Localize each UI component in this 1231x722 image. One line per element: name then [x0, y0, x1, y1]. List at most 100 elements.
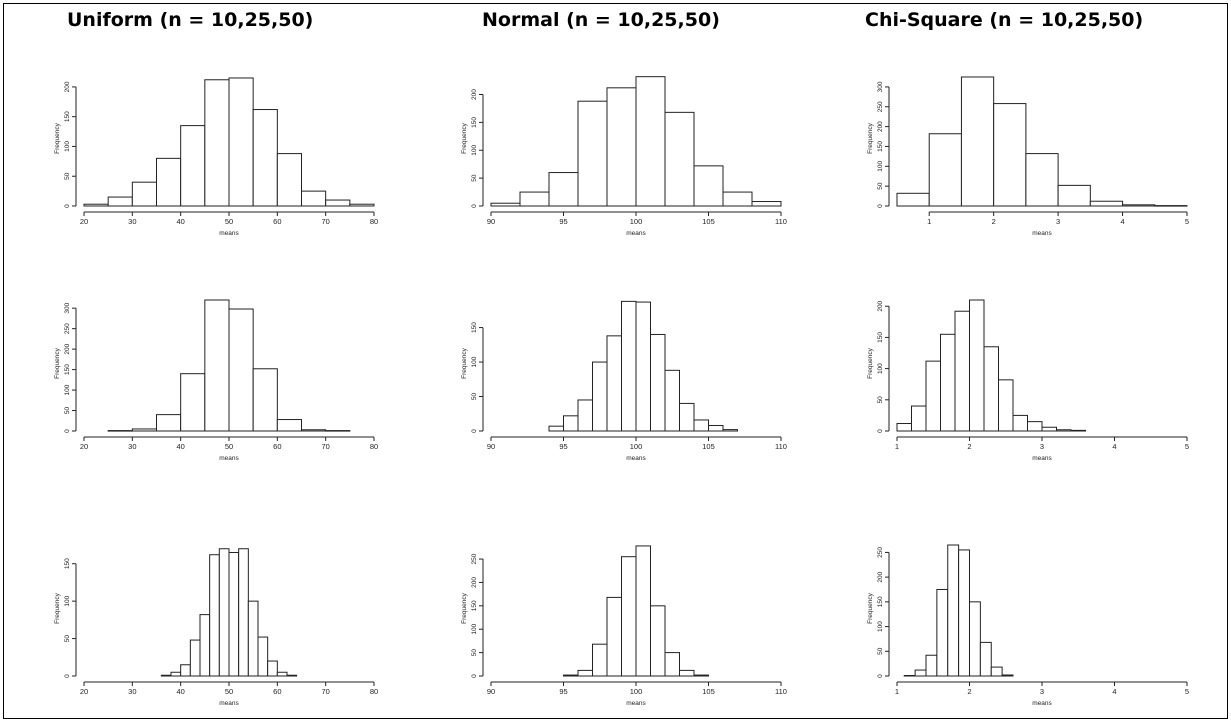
x-tick-label-chi-square-n10: 2: [992, 217, 996, 226]
hist-bar-uniform-n10: [131, 181, 157, 207]
x-tick-label-uniform-n50: 20: [80, 687, 88, 696]
y-tick-label-uniform-n10: 50: [64, 172, 71, 180]
hist-bar-chi-square-n10: [1122, 204, 1156, 207]
hist-bar-normal-n50: [650, 605, 666, 677]
y-tick-label-chi-square-n25: 100: [877, 363, 884, 374]
hist-bar-chi-square-n10: [928, 133, 962, 207]
hist-bar-normal-n25: [548, 425, 564, 432]
x-tick-label-normal-n50: 90: [487, 687, 495, 696]
hist-bar-uniform-n50: [209, 554, 220, 677]
hist-bar-chi-square-n25: [896, 423, 912, 432]
hist-bar-uniform-n10: [252, 109, 278, 207]
y-tick-label-normal-n50: 200: [471, 577, 478, 588]
hist-bar-uniform-n10: [180, 125, 206, 207]
x-tick-label-uniform-n10: 70: [321, 217, 329, 226]
y-axis-label-uniform-n25: Frequency: [54, 347, 61, 378]
hist-bar-chi-square-n50: [990, 666, 1003, 677]
hist-bar-chi-square-n10: [993, 103, 1027, 207]
hist-bar-uniform-n10: [204, 79, 230, 207]
hist-bar-chi-square-n50: [925, 654, 938, 677]
hist-bar-normal-n50: [621, 556, 637, 677]
y-axis-label-chi-square-n50: Frequency: [867, 592, 874, 623]
x-tick-label-uniform-n25: 50: [225, 442, 233, 451]
x-tick-label-uniform-n50: 30: [128, 687, 136, 696]
hist-bar-uniform-n50: [180, 664, 191, 677]
x-tick-label-uniform-n50: 80: [370, 687, 378, 696]
x-axis-label-uniform-n25: means: [219, 455, 239, 462]
y-tick-label-uniform-n50: 150: [64, 558, 71, 569]
x-tick-label-chi-square-n50: 2: [967, 687, 971, 696]
y-tick-label-uniform-n10: 100: [64, 141, 71, 152]
hist-bar-normal-n25: [708, 424, 724, 432]
x-tick-label-normal-n50: 95: [559, 687, 567, 696]
y-tick-label-chi-square-n10: 300: [877, 81, 884, 92]
x-axis-label-uniform-n50: means: [219, 700, 239, 707]
y-tick-label-uniform-n10: 150: [64, 111, 71, 122]
y-tick-label-normal-n10: 200: [471, 89, 478, 100]
hist-bar-uniform-n50: [189, 639, 201, 677]
y-tick-label-normal-n10: 0: [471, 204, 478, 208]
hist-bar-uniform-n50: [218, 548, 230, 677]
hist-bar-chi-square-n50: [914, 669, 927, 677]
title-normal: Normal (n = 10,25,50): [482, 9, 720, 31]
hist-bar-uniform-n25: [252, 368, 278, 432]
hist-bar-normal-n50: [577, 669, 593, 677]
x-tick-label-normal-n10: 90: [487, 217, 495, 226]
y-tick-label-chi-square-n50: 200: [877, 571, 884, 582]
x-tick-label-chi-square-n25: 4: [1112, 442, 1116, 451]
x-tick-label-normal-n10: 105: [702, 217, 715, 226]
hist-bar-normal-n25: [722, 429, 738, 432]
hist-bar-normal-n10: [490, 202, 521, 207]
hist-bar-chi-square-n10: [960, 76, 995, 207]
hist-bar-uniform-n50: [247, 600, 259, 677]
hist-bar-normal-n10: [519, 191, 550, 207]
y-tick-label-chi-square-n50: 250: [877, 547, 884, 558]
x-axis-label-normal-n10: means: [626, 230, 646, 237]
hist-bar-chi-square-n25: [983, 346, 999, 432]
x-tick-label-uniform-n10: 50: [225, 217, 233, 226]
hist-bar-normal-n50: [563, 674, 579, 677]
y-tick-label-normal-n50: 50: [471, 649, 478, 657]
x-tick-label-uniform-n25: 30: [128, 442, 136, 451]
x-tick-label-chi-square-n10: 3: [1056, 217, 1060, 226]
hist-bar-uniform-n50: [267, 660, 278, 677]
x-tick-label-uniform-n25: 70: [321, 442, 329, 451]
x-tick-label-uniform-n50: 50: [225, 687, 233, 696]
hist-bar-uniform-n10: [156, 157, 182, 207]
hist-bar-chi-square-n50: [936, 588, 949, 677]
x-tick-label-chi-square-n10: 5: [1185, 217, 1189, 226]
x-tick-label-uniform-n50: 70: [321, 687, 329, 696]
hist-bar-uniform-n25: [131, 428, 157, 432]
hist-bar-normal-n25: [664, 369, 680, 432]
hist-bar-normal-n10: [722, 191, 753, 207]
x-tick-label-chi-square-n25: 5: [1185, 442, 1189, 451]
hist-bar-normal-n10: [751, 201, 782, 207]
hist-bar-uniform-n10: [276, 153, 303, 207]
hist-bar-chi-square-n25: [911, 405, 927, 432]
y-tick-label-uniform-n50: 50: [64, 635, 71, 643]
y-axis-label-normal-n10: Frequency: [461, 122, 468, 153]
hist-bar-normal-n10: [664, 111, 695, 207]
y-tick-label-uniform-n25: 100: [64, 384, 71, 395]
y-tick-label-uniform-n25: 300: [64, 302, 71, 313]
x-tick-label-uniform-n25: 80: [370, 442, 378, 451]
y-tick-label-normal-n10: 50: [471, 174, 478, 182]
y-tick-label-uniform-n25: 0: [64, 429, 71, 433]
y-tick-label-chi-square-n10: 150: [877, 141, 884, 152]
hist-bar-chi-square-n50: [1001, 674, 1014, 677]
x-tick-label-normal-n25: 100: [630, 442, 643, 451]
hist-bar-normal-n10: [577, 100, 608, 207]
x-tick-label-uniform-n10: 60: [273, 217, 281, 226]
hist-bar-chi-square-n25: [1041, 426, 1057, 432]
y-tick-label-uniform-n50: 100: [64, 595, 71, 606]
x-tick-label-chi-square-n25: 3: [1040, 442, 1044, 451]
y-tick-label-chi-square-n50: 150: [877, 596, 884, 607]
y-tick-label-chi-square-n50: 50: [877, 647, 884, 655]
x-axis-label-normal-n25: means: [626, 455, 646, 462]
y-tick-label-normal-n25: 50: [471, 393, 478, 401]
hist-bar-uniform-n10: [83, 203, 109, 207]
hist-bar-chi-square-n25: [969, 299, 985, 432]
hist-bar-normal-n25: [621, 300, 637, 432]
x-tick-label-chi-square-n50: 4: [1112, 687, 1116, 696]
hist-bar-normal-n10: [635, 76, 666, 207]
